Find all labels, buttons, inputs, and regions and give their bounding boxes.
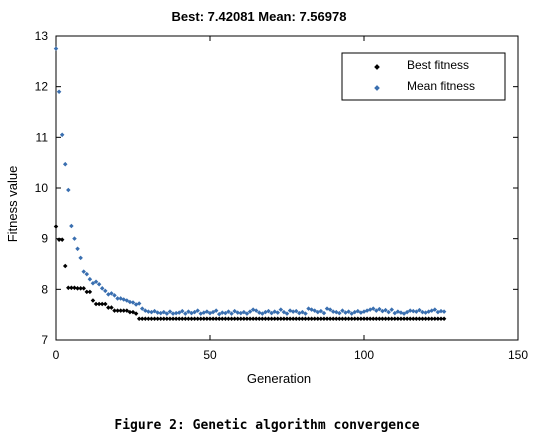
mean-fitness-point-8 (78, 255, 83, 261)
y-tick-label-5: 12 (35, 80, 49, 94)
legend-label-mean-fitness: Mean fitness (407, 79, 475, 93)
mean-fitness-point-1 (56, 89, 62, 94)
best-fitness-point-9 (81, 286, 86, 291)
mean-fitness-point-9 (81, 269, 86, 274)
best-fitness-point-11 (87, 289, 93, 295)
y-tick-label-2: 9 (41, 232, 48, 246)
mean-fitness-point-14 (96, 282, 102, 287)
mean-fitness-point-3 (62, 161, 68, 167)
y-tick-label-6: 13 (35, 29, 49, 43)
mean-fitness-point-2 (59, 132, 65, 138)
best-fitness-point-18 (109, 305, 114, 310)
x-tick-label-1: 50 (203, 348, 217, 362)
mean-fitness-point-5 (69, 223, 74, 229)
best-fitness-point-3 (62, 263, 68, 269)
figure-caption: Figure 2: Genetic algorithm convergence (114, 418, 420, 433)
mean-fitness-point-0 (53, 46, 59, 51)
best-fitness-point-12 (90, 298, 96, 303)
legend-label-best-fitness: Best fitness (407, 58, 469, 72)
mean-fitness-point-7 (75, 246, 80, 252)
best-fitness-point-2 (59, 237, 65, 242)
chart-title: Best: 7.42081 Mean: 7.56978 (172, 9, 347, 24)
best-fitness-point-16 (103, 301, 108, 307)
mean-fitness-point-109 (389, 307, 394, 312)
best-fitness-point-126 (441, 316, 447, 321)
x-tick-label-2: 100 (354, 348, 374, 362)
mean-fitness-point-10 (84, 271, 90, 277)
scatter-chart: Best: 7.42081 Mean: 7.56978 Fitness valu… (5, 9, 529, 386)
legend: Best fitness Mean fitness (341, 52, 506, 101)
mean-fitness-point-16 (103, 288, 108, 294)
y-tick-label-3: 10 (35, 181, 49, 195)
y-tick-label-4: 11 (36, 130, 49, 144)
mean-fitness-point-6 (72, 236, 77, 241)
legend-box (341, 52, 506, 101)
mean-fitness-point-11 (87, 276, 93, 282)
mean-fitness-point-15 (99, 286, 105, 291)
series-best-fitness (53, 224, 447, 321)
mean-fitness-point-126 (441, 309, 447, 314)
tick-labels: 0 50 100 150 7 8 9 10 11 12 13 (35, 29, 529, 362)
y-axis-label: Fitness value (5, 166, 20, 243)
best-fitness-point-0 (53, 224, 59, 229)
y-tick-label-1: 8 (41, 282, 48, 296)
y-axis-label-group: Fitness value (5, 166, 20, 243)
mean-fitness-point-73 (278, 307, 284, 312)
x-axis-label: Generation (247, 371, 311, 386)
y-tick-label-0: 7 (41, 333, 48, 347)
x-tick-label-0: 0 (53, 348, 60, 362)
mean-fitness-point-4 (66, 187, 71, 193)
x-tick-label-3: 150 (508, 348, 528, 362)
